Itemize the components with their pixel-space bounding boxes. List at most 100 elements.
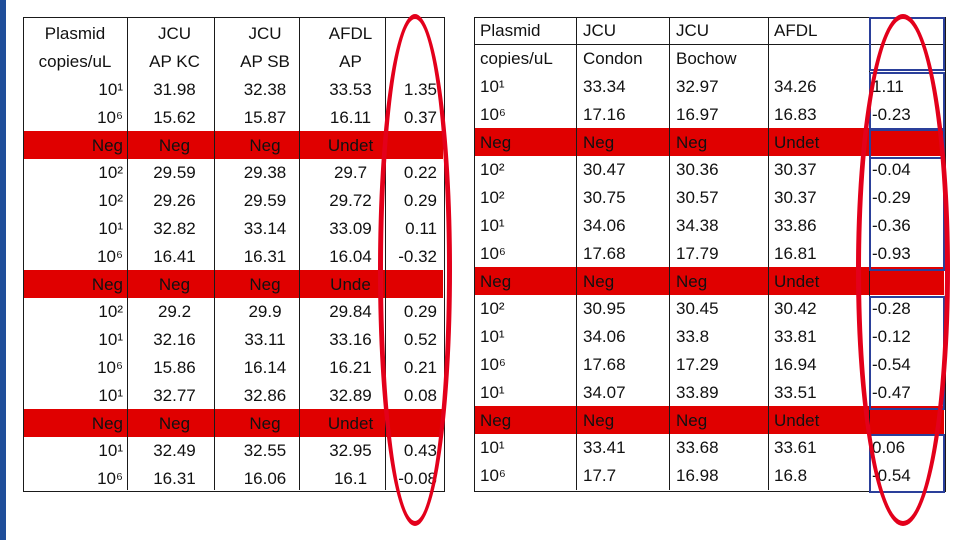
ct-value-cell: 30.36 xyxy=(676,160,719,180)
plasmid-copies-cell: Neg xyxy=(474,267,577,295)
ct-value-cell: 30.37 xyxy=(774,188,817,208)
table-left-col-divider xyxy=(127,17,128,490)
table-left-header-row-1: Plasmid JCU JCU AFDL xyxy=(23,20,443,48)
ct-value-cell: Neg xyxy=(577,406,670,434)
plasmid-copies-cell: Neg xyxy=(23,131,127,159)
header-cell: Plasmid xyxy=(44,24,106,44)
plasmid-copies-cell: 10⁶ xyxy=(97,357,123,377)
ct-value-cell: Undet xyxy=(308,409,393,437)
plasmid-copies-cell: 10¹ xyxy=(480,76,505,96)
ct-value-cell: 16.41 xyxy=(153,246,196,266)
ct-value-cell: 29.84 xyxy=(329,302,372,322)
ct-value-cell: 30.42 xyxy=(774,299,817,319)
plasmid-copies-cell: Neg xyxy=(23,270,127,298)
slide-accent-bar xyxy=(0,0,6,540)
ct-value-cell: 29.9 xyxy=(248,302,282,322)
ct-value-cell: 29.7 xyxy=(333,163,368,183)
ct-value-cell: 29.26 xyxy=(153,191,196,211)
plasmid-copies-cell: 10² xyxy=(480,188,505,208)
ct-value-cell: 17.7 xyxy=(583,466,617,486)
ct-value-cell: 33.41 xyxy=(583,438,626,458)
plasmid-copies-cell: 10⁶ xyxy=(97,246,123,266)
ct-value-cell: 16.97 xyxy=(676,104,719,124)
ct-value-cell: Neg xyxy=(222,131,308,159)
header-cell: Bochow xyxy=(676,49,737,69)
plasmid-copies-cell: 10¹ xyxy=(98,441,123,461)
plasmid-copies-cell: Neg xyxy=(23,409,127,437)
ct-value-cell: 16.31 xyxy=(243,246,287,266)
table-left-col-divider xyxy=(214,17,215,490)
ct-value-cell: 33.8 xyxy=(676,327,710,347)
ct-value-cell: 17.16 xyxy=(583,104,626,124)
ct-value-cell: Undet xyxy=(768,267,866,295)
plasmid-copies-cell: 10² xyxy=(480,160,505,180)
ct-value-cell: 34.26 xyxy=(774,76,817,96)
ct-value-cell: 31.98 xyxy=(153,79,196,99)
ct-value-cell: 33.68 xyxy=(676,438,719,458)
ct-value-cell: 29.59 xyxy=(153,163,196,183)
ct-value-cell: 29.38 xyxy=(243,163,287,183)
ct-value-cell: 30.37 xyxy=(774,160,817,180)
ct-value-cell: Neg xyxy=(577,267,670,295)
ct-value-cell: 16.98 xyxy=(676,466,719,486)
ct-value-cell: 17.29 xyxy=(676,354,719,374)
ct-value-cell: 15.87 xyxy=(243,107,287,127)
ct-value-cell: 33.51 xyxy=(774,382,817,402)
ct-value-cell: 30.47 xyxy=(583,160,626,180)
ct-value-cell: 17.68 xyxy=(583,354,626,374)
ct-value-cell: 33.89 xyxy=(676,382,719,402)
ct-value-cell: 16.21 xyxy=(329,357,372,377)
header-cell: JCU xyxy=(248,24,282,44)
ct-value-cell: 33.09 xyxy=(329,218,372,238)
ct-value-cell: 33.16 xyxy=(329,330,372,350)
plasmid-copies-cell: 10⁶ xyxy=(480,243,506,263)
ct-value-cell: 32.97 xyxy=(676,76,719,96)
ct-value-cell: 16.14 xyxy=(243,357,287,377)
ct-value-cell: Neg xyxy=(127,131,222,159)
plasmid-copies-cell: 10⁶ xyxy=(480,354,506,374)
ct-value-cell: Neg xyxy=(577,128,670,156)
ct-value-cell: 16.81 xyxy=(774,243,817,263)
ct-value-cell: 17.68 xyxy=(583,243,626,263)
ct-value-cell: 34.38 xyxy=(676,215,719,235)
ct-value-cell: 30.75 xyxy=(583,188,626,208)
ct-value-cell: 16.11 xyxy=(329,107,372,127)
ct-value-cell: 17.79 xyxy=(676,243,719,263)
ct-value-cell: Undet xyxy=(308,131,393,159)
ct-value-cell: 30.95 xyxy=(583,299,626,319)
header-cell: copies/uL xyxy=(480,49,553,69)
ct-value-cell: 32.77 xyxy=(153,385,196,405)
highlight-oval-left xyxy=(378,14,452,526)
ct-value-cell: 33.86 xyxy=(774,215,817,235)
ct-value-cell: 32.89 xyxy=(329,385,372,405)
ct-value-cell: 29.59 xyxy=(243,191,287,211)
table-right-header-divider xyxy=(474,44,944,45)
ct-value-cell: Neg xyxy=(222,409,308,437)
ct-value-cell: 33.34 xyxy=(583,76,626,96)
plasmid-copies-cell: 10¹ xyxy=(480,438,505,458)
plasmid-copies-cell: 10² xyxy=(98,163,123,183)
header-cell: Condon xyxy=(583,49,643,69)
ct-value-cell: 16.31 xyxy=(153,469,196,489)
plasmid-copies-cell: 10¹ xyxy=(480,382,505,402)
ct-value-cell: 32.95 xyxy=(329,441,372,461)
header-cell: copies/uL xyxy=(38,52,112,72)
plasmid-copies-cell: 10⁶ xyxy=(480,466,506,486)
ct-value-cell: 30.45 xyxy=(676,299,719,319)
ct-value-cell: 33.53 xyxy=(329,79,372,99)
table-right-header-row-2: copies/uL Condon Bochow xyxy=(474,45,944,73)
ct-value-cell: 34.06 xyxy=(583,215,626,235)
ct-value-cell: Neg xyxy=(127,409,222,437)
ct-value-cell: 32.49 xyxy=(153,441,196,461)
ct-value-cell: Neg xyxy=(670,128,768,156)
header-cell: AP xyxy=(339,52,362,72)
ct-value-cell: Undet xyxy=(768,406,866,434)
plasmid-copies-cell: 10⁶ xyxy=(97,107,123,127)
ct-value-cell: 33.61 xyxy=(774,438,817,458)
plasmid-copies-cell: 10² xyxy=(98,191,123,211)
table-right-header-row-1: Plasmid JCU JCU AFDL xyxy=(474,17,944,45)
ct-value-cell: 16.83 xyxy=(774,104,817,124)
table-left-header-row-2: copies/uL AP KC AP SB AP xyxy=(23,48,443,76)
highlight-oval-right xyxy=(856,14,950,526)
ct-value-cell: Neg xyxy=(670,406,768,434)
